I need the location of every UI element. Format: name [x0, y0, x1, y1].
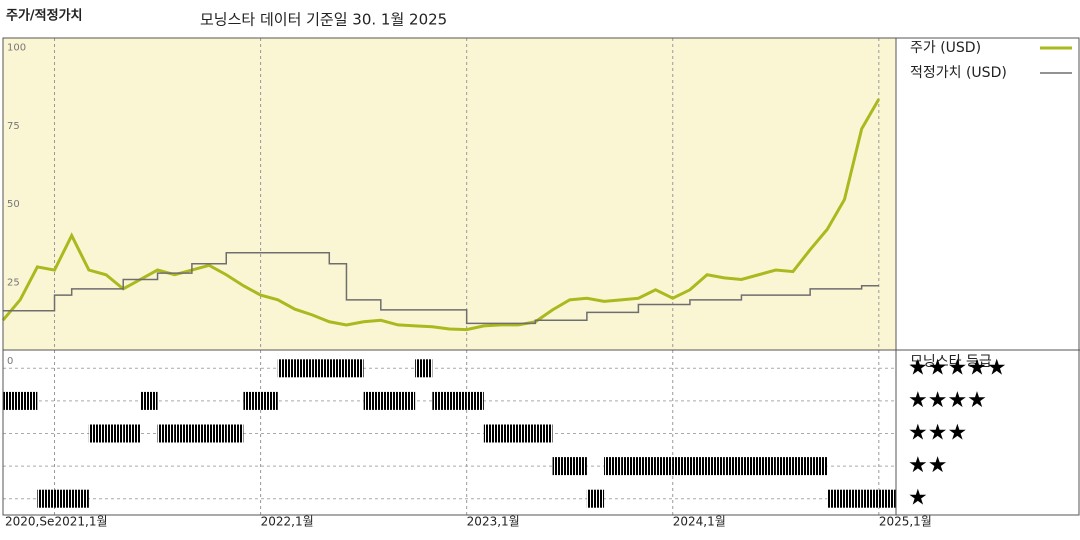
rating-block — [689, 457, 708, 476]
rating-block — [243, 391, 261, 410]
rating-label: ★★★ — [908, 421, 967, 446]
rating-block — [604, 457, 622, 476]
rating-block — [672, 457, 690, 476]
x-tick-label: 2023,1월 — [467, 515, 520, 529]
rating-block — [123, 424, 141, 443]
rating-block — [54, 489, 72, 508]
legend-label: 주가 (USD) — [910, 40, 981, 56]
y-tick-label: 25 — [7, 278, 20, 289]
legend-title: 모닝스타 등급 — [910, 354, 992, 370]
rating-block — [346, 359, 364, 378]
rating-block — [724, 457, 742, 476]
rating-block — [20, 391, 38, 410]
page-title: 주가/적정가치 — [6, 8, 83, 24]
rating-block — [432, 391, 450, 410]
rating-block — [792, 457, 811, 476]
rating-block — [586, 489, 605, 508]
frame — [2, 37, 1080, 516]
rating-block — [260, 391, 278, 410]
rating-label: ★★★★ — [908, 388, 987, 413]
x-tick-label: 2024,1월 — [673, 515, 726, 529]
rating-block — [655, 457, 673, 476]
rating-block — [37, 489, 55, 508]
y-tick-label: 50 — [7, 199, 20, 210]
rating-block — [810, 457, 828, 476]
y-tick-label: 75 — [7, 121, 20, 132]
rating-label: ★★★★★ — [908, 355, 1007, 380]
rating-block — [3, 391, 21, 410]
y-tick-label: 100 — [7, 42, 26, 53]
rating-block — [844, 489, 862, 508]
rating-block — [741, 457, 759, 476]
rating-block — [518, 424, 536, 443]
rating-block — [88, 424, 107, 443]
rating-label: ★★ — [908, 453, 947, 478]
rating-block — [707, 457, 725, 476]
rating-block — [775, 457, 793, 476]
y-tick-label: 0 — [7, 356, 13, 367]
rating-block — [71, 489, 89, 508]
rating-block — [552, 457, 570, 476]
rating-block — [140, 391, 158, 410]
x-tick-label: 2022,1월 — [261, 515, 314, 529]
page-subtitle: 모닝스타 데이터 기준일 30. 1월 2025 — [200, 11, 447, 29]
rating-block — [501, 424, 519, 443]
rating-block — [415, 359, 433, 378]
rating-block — [277, 359, 295, 378]
rating-block — [174, 424, 192, 443]
rating-block — [569, 457, 587, 476]
rating-block — [397, 391, 416, 410]
x-tick-label: 2025,1월 — [879, 515, 932, 529]
x-tick-label: 2020,Se — [5, 515, 54, 529]
rating-block — [483, 424, 502, 443]
rating-block — [157, 424, 175, 443]
rating-block — [621, 457, 639, 476]
rating-block — [638, 457, 656, 476]
rating-block — [106, 424, 124, 443]
rating-label: ★ — [908, 486, 928, 511]
plot-background — [3, 38, 896, 350]
rating-block — [226, 424, 244, 443]
rating-block — [312, 359, 330, 378]
rating-block — [380, 391, 398, 410]
x-tick-label: 2021,1월 — [55, 515, 108, 529]
rating-block — [329, 359, 347, 378]
rating-block — [878, 489, 896, 508]
rating-block — [758, 457, 776, 476]
series-line — [3, 252, 879, 325]
rating-block — [449, 391, 467, 410]
rating-block — [535, 424, 553, 443]
legend-label: 적정가치 (USD) — [910, 65, 1007, 81]
rating-block — [827, 489, 845, 508]
rating-block — [209, 424, 227, 443]
series-line — [1, 98, 881, 332]
rating-block — [191, 424, 210, 443]
rating-block — [861, 489, 879, 508]
rating-block — [466, 391, 484, 410]
rating-block — [363, 391, 381, 410]
rating-block — [294, 359, 313, 378]
